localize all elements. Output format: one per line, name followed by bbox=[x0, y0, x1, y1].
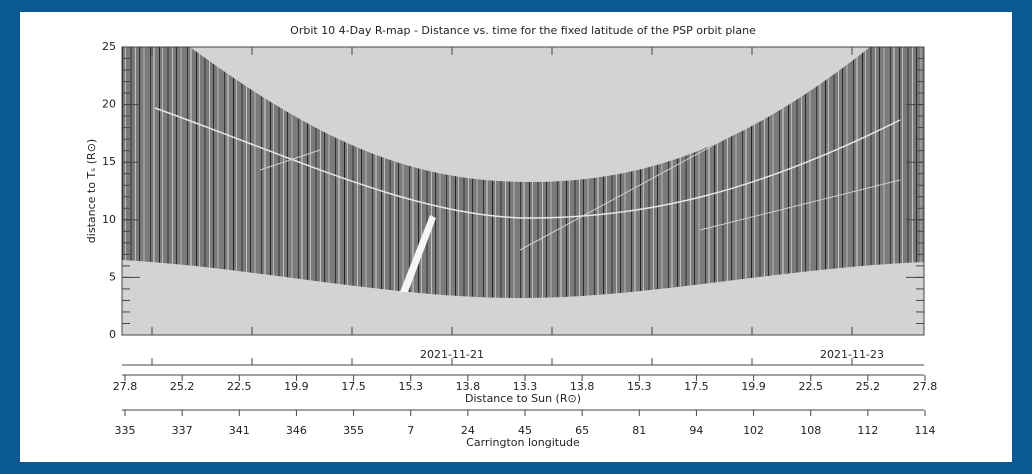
distance-tick-label: 19.9 bbox=[741, 380, 766, 393]
distance-axis-label: Distance to Sun (R⊙) bbox=[465, 392, 581, 405]
carrington-tick-label: 24 bbox=[461, 424, 475, 437]
tracks bbox=[259, 119, 901, 251]
rmap-image bbox=[122, 47, 924, 298]
carrington-tick-label: 112 bbox=[857, 424, 878, 437]
chart-title: Orbit 10 4-Day R-map - Distance vs. time… bbox=[290, 24, 756, 37]
carrington-tick-label: 335 bbox=[115, 424, 136, 437]
carrington-tick-label: 45 bbox=[518, 424, 532, 437]
carrington-tick-label: 94 bbox=[689, 424, 703, 437]
carrington-tick-label: 341 bbox=[229, 424, 250, 437]
distance-tick-label: 22.5 bbox=[227, 380, 252, 393]
y-tick-label: 25 bbox=[102, 40, 116, 53]
carrington-tick-label: 355 bbox=[343, 424, 364, 437]
y-tick-label: 5 bbox=[109, 270, 116, 283]
distance-tick-label: 13.8 bbox=[456, 380, 481, 393]
date-label: 2021-11-23 bbox=[820, 348, 884, 361]
carrington-tick-label: 346 bbox=[286, 424, 307, 437]
y-tick-label: 20 bbox=[102, 98, 116, 111]
distance-tick-label: 22.5 bbox=[798, 380, 823, 393]
distance-tick-label: 13.3 bbox=[513, 380, 538, 393]
carrington-tick-label: 108 bbox=[800, 424, 821, 437]
distance-tick-label: 27.8 bbox=[913, 380, 938, 393]
plot-frame bbox=[121, 46, 925, 336]
carrington-tick-label: 81 bbox=[632, 424, 646, 437]
distance-tick-label: 17.5 bbox=[341, 380, 366, 393]
bright-feature bbox=[400, 215, 436, 292]
distance-tick-label: 25.2 bbox=[170, 380, 195, 393]
distance-tick-label: 17.5 bbox=[684, 380, 709, 393]
y-tick-label: 0 bbox=[109, 328, 116, 341]
distance-tick-label: 13.8 bbox=[570, 380, 595, 393]
distance-tick-label: 27.8 bbox=[113, 380, 138, 393]
carrington-tick-label: 65 bbox=[575, 424, 589, 437]
carrington-axis-label: Carrington longitude bbox=[466, 436, 580, 449]
carrington-tick-label: 337 bbox=[172, 424, 193, 437]
distance-tick-label: 15.3 bbox=[398, 380, 423, 393]
carrington-tick-label: 7 bbox=[407, 424, 414, 437]
inner-edge bbox=[154, 107, 901, 219]
distance-tick-label: 25.2 bbox=[856, 380, 881, 393]
y-tick-label: 15 bbox=[102, 155, 116, 168]
distance-tick-label: 19.9 bbox=[284, 380, 309, 393]
carrington-tick-label: 102 bbox=[743, 424, 764, 437]
y-tick-label: 10 bbox=[102, 213, 116, 226]
distance-tick-label: 15.3 bbox=[627, 380, 652, 393]
date-label: 2021-11-21 bbox=[420, 348, 484, 361]
carrington-tick-label: 114 bbox=[915, 424, 936, 437]
y-axis-label: distance to Tₛ (R⊙) bbox=[85, 139, 98, 243]
